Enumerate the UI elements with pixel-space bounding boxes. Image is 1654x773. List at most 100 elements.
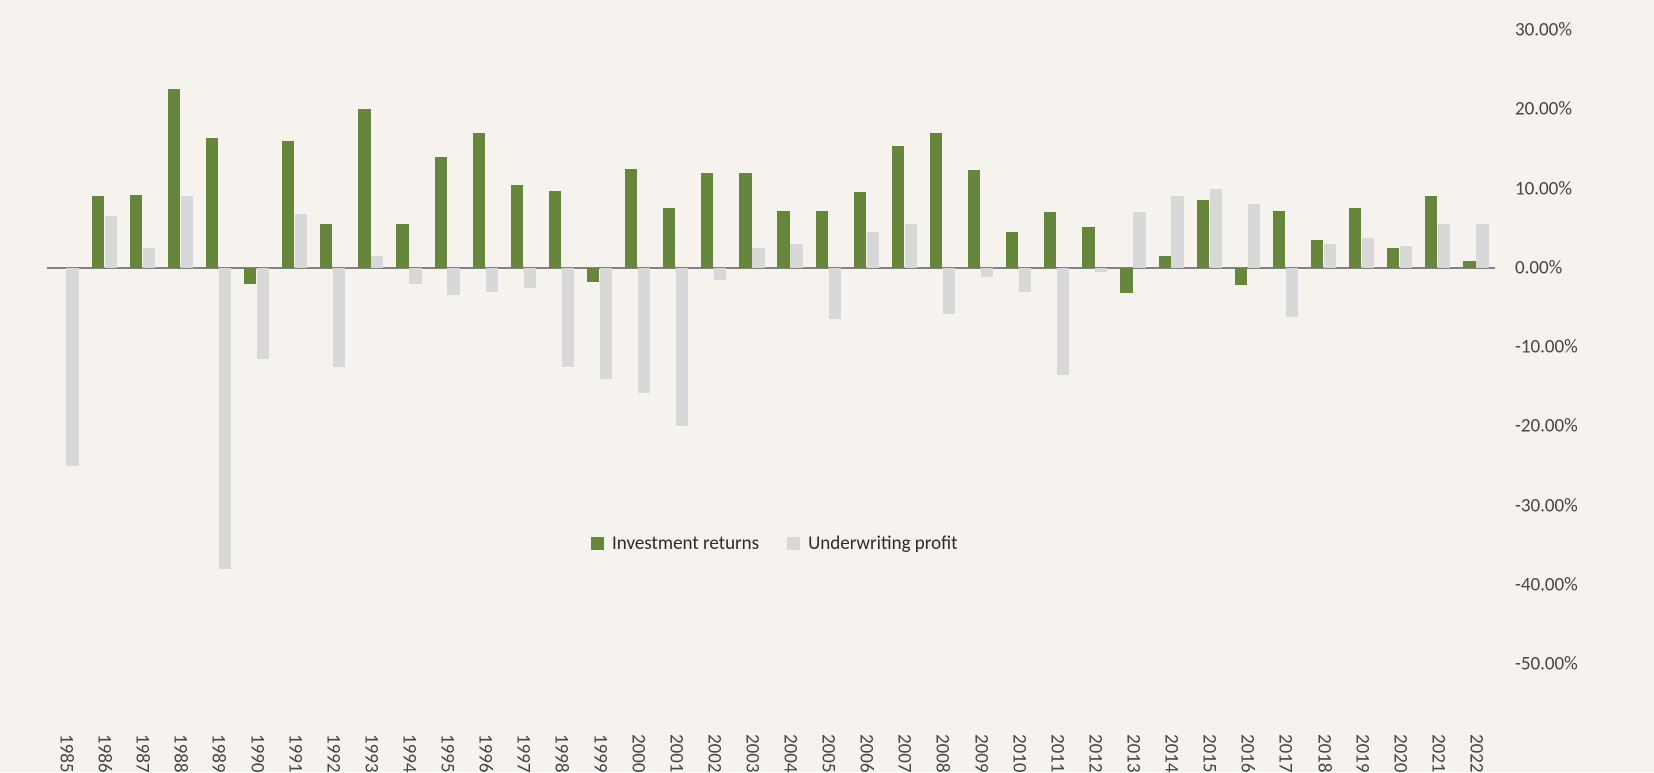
returns-bar-chart: 30.00%20.00%10.00%0.00%-10.00%-20.00%-30…: [0, 0, 1654, 772]
bar: [1387, 248, 1399, 268]
bar: [486, 268, 498, 292]
x-tick-label: 2018: [1312, 734, 1335, 773]
legend-label: Investment returns: [612, 532, 759, 555]
bar: [562, 268, 574, 367]
x-tick-label: 1991: [283, 734, 306, 773]
bar: [168, 89, 180, 268]
bar: [829, 268, 841, 320]
y-tick-label: -40.00%: [1495, 573, 1578, 596]
bar: [854, 192, 866, 267]
bar: [1133, 212, 1145, 267]
y-tick-label: 20.00%: [1495, 98, 1572, 121]
x-tick-label: 2006: [855, 734, 878, 773]
bar: [130, 195, 142, 268]
bar: [435, 157, 447, 268]
x-tick-label: 1999: [588, 734, 611, 773]
bar: [447, 268, 459, 296]
bar: [1197, 200, 1209, 267]
x-tick-label: 2012: [1083, 734, 1106, 773]
x-tick-label: 2017: [1274, 734, 1297, 773]
bar: [295, 214, 307, 268]
bar: [1006, 232, 1018, 268]
x-tick-label: 2019: [1350, 734, 1373, 773]
bar: [905, 224, 917, 268]
bar: [257, 268, 269, 359]
bar: [663, 208, 675, 267]
bar: [92, 196, 104, 267]
x-tick-label: 1987: [131, 734, 154, 773]
bar: [1159, 256, 1171, 268]
y-tick-label: 10.00%: [1495, 177, 1572, 200]
x-tick-label: 1985: [55, 734, 78, 773]
bar: [1476, 224, 1488, 268]
x-tick-label: 2015: [1198, 734, 1221, 773]
x-tick-label: 2000: [626, 734, 649, 773]
y-tick-label: 0.00%: [1495, 256, 1562, 279]
x-tick-label: 1995: [436, 734, 459, 773]
x-tick-label: 1990: [245, 734, 268, 773]
bar: [1235, 268, 1247, 285]
x-tick-label: 2004: [779, 734, 802, 773]
bar: [549, 191, 561, 268]
bar: [1044, 212, 1056, 267]
bar: [1438, 224, 1450, 268]
bar: [930, 133, 942, 268]
legend-swatch: [591, 537, 604, 550]
bar: [396, 224, 408, 268]
x-tick-label: 2009: [969, 734, 992, 773]
x-tick-label: 2005: [817, 734, 840, 773]
legend-label: Underwriting profit: [808, 532, 957, 555]
x-tick-label: 1986: [93, 734, 116, 773]
y-tick-label: 30.00%: [1495, 19, 1572, 42]
x-tick-label: 1994: [398, 734, 421, 773]
x-tick-label: 1997: [512, 734, 535, 773]
legend-item: Investment returns: [591, 532, 759, 555]
bar: [676, 268, 688, 427]
x-tick-label: 2011: [1045, 734, 1068, 773]
bar: [206, 138, 218, 268]
legend: Investment returns Underwriting profit: [591, 532, 958, 555]
y-tick-label: -10.00%: [1495, 336, 1578, 359]
bar: [244, 268, 256, 284]
x-tick-label: 2003: [740, 734, 763, 773]
bar: [1095, 268, 1107, 272]
bar: [1463, 261, 1475, 267]
bar: [1362, 238, 1374, 268]
bar: [1120, 268, 1132, 293]
x-tick-label: 1992: [321, 734, 344, 773]
bar: [981, 268, 993, 278]
x-tick-label: 2022: [1464, 734, 1487, 773]
bar: [1019, 268, 1031, 292]
bar: [1273, 211, 1285, 268]
bar: [66, 268, 78, 466]
x-tick-label: 1996: [474, 734, 497, 773]
bar: [1171, 196, 1183, 267]
bar: [816, 211, 828, 268]
y-tick-label: -50.00%: [1495, 653, 1578, 676]
x-tick-label: 2010: [1007, 734, 1030, 773]
bar: [371, 256, 383, 268]
bar: [409, 268, 421, 284]
bar: [219, 268, 231, 569]
bar: [968, 170, 980, 267]
bar: [625, 169, 637, 268]
bar: [511, 185, 523, 268]
x-tick-label: 2021: [1426, 734, 1449, 773]
bar: [600, 268, 612, 379]
bar: [943, 268, 955, 314]
bar: [1425, 196, 1437, 267]
bar: [1082, 227, 1094, 268]
bar: [1324, 244, 1336, 268]
x-tick-label: 2002: [702, 734, 725, 773]
bar: [143, 248, 155, 268]
x-tick-label: 2007: [893, 734, 916, 773]
bar: [524, 268, 536, 288]
bar: [1311, 240, 1323, 268]
bar: [777, 211, 789, 268]
bar: [1057, 268, 1069, 375]
bar: [714, 268, 726, 280]
x-tick-label: 2008: [931, 734, 954, 773]
bar: [867, 232, 879, 268]
bar: [587, 268, 599, 282]
y-tick-label: -20.00%: [1495, 415, 1578, 438]
